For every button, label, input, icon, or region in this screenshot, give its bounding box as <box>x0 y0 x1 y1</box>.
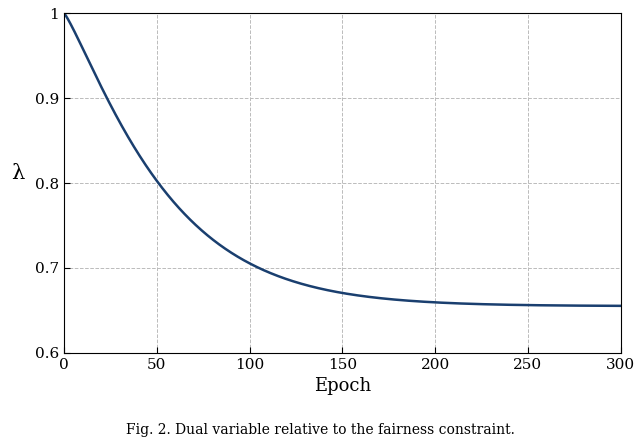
X-axis label: Epoch: Epoch <box>314 377 371 395</box>
Text: Fig. 2. Dual variable relative to the fairness constraint.: Fig. 2. Dual variable relative to the fa… <box>125 422 515 437</box>
Y-axis label: λ: λ <box>12 164 25 183</box>
